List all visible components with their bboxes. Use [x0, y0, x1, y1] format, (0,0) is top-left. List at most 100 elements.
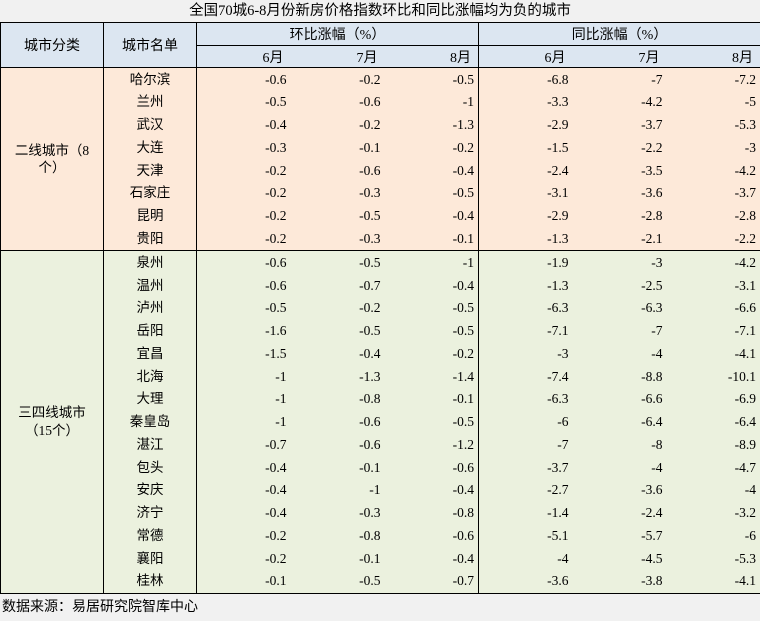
mom-value-cell: -0.8: [291, 524, 385, 547]
mom-value-cell: -0.2: [197, 547, 291, 570]
yoy-value-cell: -3: [479, 342, 573, 365]
yoy-value-cell: -1.5: [479, 136, 573, 159]
yoy-value-cell: -2.5: [573, 274, 667, 297]
mom-value-cell: -0.5: [291, 319, 385, 342]
yoy-value-cell: -6.9: [667, 388, 760, 411]
yoy-value-cell: -3.6: [573, 182, 667, 205]
header-month: 6月: [479, 46, 573, 68]
table-row: 昆明-0.2-0.5-0.4-2.9-2.8-2.8: [1, 205, 760, 228]
city-cell: 泉州: [104, 251, 197, 274]
yoy-value-cell: -6.3: [479, 388, 573, 411]
city-cell: 石家庄: [104, 182, 197, 205]
yoy-value-cell: -3.7: [667, 182, 760, 205]
mom-value-cell: -0.6: [385, 456, 479, 479]
mom-value-cell: -0.2: [385, 136, 479, 159]
yoy-value-cell: -2.8: [667, 205, 760, 228]
city-cell: 秦皇岛: [104, 410, 197, 433]
mom-value-cell: -1: [197, 365, 291, 388]
mom-value-cell: -0.6: [291, 433, 385, 456]
mom-value-cell: -0.6: [291, 159, 385, 182]
yoy-value-cell: -5.3: [667, 547, 760, 570]
mom-value-cell: -0.1: [197, 570, 291, 593]
mom-value-cell: -0.1: [291, 136, 385, 159]
mom-value-cell: -0.4: [291, 342, 385, 365]
yoy-value-cell: -8: [573, 433, 667, 456]
mom-value-cell: -0.3: [291, 502, 385, 525]
mom-value-cell: -0.5: [385, 410, 479, 433]
mom-value-cell: -0.4: [385, 205, 479, 228]
yoy-value-cell: -7.1: [479, 319, 573, 342]
city-cell: 大连: [104, 136, 197, 159]
city-cell: 大理: [104, 388, 197, 411]
header-yoy-group: 同比涨幅（%）: [479, 23, 760, 46]
yoy-value-cell: -4.7: [667, 456, 760, 479]
yoy-value-cell: -5.3: [667, 114, 760, 137]
mom-value-cell: -0.5: [197, 91, 291, 114]
mom-value-cell: -0.1: [385, 388, 479, 411]
yoy-value-cell: -4.5: [573, 547, 667, 570]
mom-value-cell: -0.4: [197, 456, 291, 479]
table-row: 桂林-0.1-0.5-0.7-3.6-3.8-4.1: [1, 570, 760, 593]
yoy-value-cell: -4.1: [667, 570, 760, 593]
city-cell: 贵阳: [104, 227, 197, 250]
table-row: 贵阳-0.2-0.3-0.1-1.3-2.1-2.2: [1, 227, 760, 250]
yoy-value-cell: -6.3: [573, 297, 667, 320]
mom-value-cell: -0.3: [197, 136, 291, 159]
city-cell: 泸州: [104, 297, 197, 320]
mom-value-cell: -0.8: [291, 388, 385, 411]
yoy-value-cell: -1.9: [479, 251, 573, 274]
yoy-value-cell: -3.6: [573, 479, 667, 502]
city-cell: 桂林: [104, 570, 197, 593]
yoy-value-cell: -4: [573, 456, 667, 479]
mom-value-cell: -1: [385, 91, 479, 114]
yoy-value-cell: -3: [573, 251, 667, 274]
table-title: 全国70城6-8月份新房价格指数环比和同比涨幅均为负的城市: [0, 0, 760, 22]
mom-value-cell: -1: [197, 410, 291, 433]
mom-value-cell: -1.3: [385, 114, 479, 137]
yoy-value-cell: -3.7: [573, 114, 667, 137]
table-row: 大连-0.3-0.1-0.2-1.5-2.2-3: [1, 136, 760, 159]
mom-value-cell: -0.2: [197, 227, 291, 250]
yoy-value-cell: -2.9: [479, 205, 573, 228]
table-row: 常德-0.2-0.8-0.6-5.1-5.7-6: [1, 524, 760, 547]
mom-value-cell: -1: [197, 388, 291, 411]
yoy-value-cell: -8.8: [573, 365, 667, 388]
mom-value-cell: -0.2: [291, 114, 385, 137]
city-cell: 襄阳: [104, 547, 197, 570]
yoy-value-cell: -3.2: [667, 502, 760, 525]
header-month: 7月: [291, 46, 385, 68]
city-cell: 昆明: [104, 205, 197, 228]
table-row: 三四线城市（15个）泉州-0.6-0.5-1-1.9-3-4.2: [1, 251, 760, 274]
mom-value-cell: -0.4: [385, 159, 479, 182]
yoy-value-cell: -6.6: [573, 388, 667, 411]
header-mom-group: 环比涨幅（%）: [197, 23, 479, 46]
yoy-value-cell: -2.2: [667, 227, 760, 250]
city-cell: 常德: [104, 524, 197, 547]
table-row: 安庆-0.4-1-0.4-2.7-3.6-4: [1, 479, 760, 502]
mom-value-cell: -0.2: [291, 297, 385, 320]
yoy-value-cell: -2.4: [573, 502, 667, 525]
yoy-value-cell: -4.1: [667, 342, 760, 365]
table-row: 北海-1-1.3-1.4-7.4-8.8-10.1: [1, 365, 760, 388]
yoy-value-cell: -4: [573, 342, 667, 365]
mom-value-cell: -0.3: [291, 227, 385, 250]
mom-value-cell: -0.2: [291, 68, 385, 91]
yoy-value-cell: -3.6: [479, 570, 573, 593]
yoy-value-cell: -5.7: [573, 524, 667, 547]
mom-value-cell: -1.2: [385, 433, 479, 456]
mom-value-cell: -1.5: [197, 342, 291, 365]
table-row: 天津-0.2-0.6-0.4-2.4-3.5-4.2: [1, 159, 760, 182]
mom-value-cell: -0.5: [385, 182, 479, 205]
table-row: 大理-1-0.8-0.1-6.3-6.6-6.9: [1, 388, 760, 411]
price-index-table: 城市分类 城市名单 环比涨幅（%） 同比涨幅（%） 6月 7月 8月 6月 7月…: [0, 22, 760, 594]
mom-value-cell: -0.1: [291, 547, 385, 570]
yoy-value-cell: -4.2: [667, 251, 760, 274]
city-cell: 包头: [104, 456, 197, 479]
mom-value-cell: -1.3: [291, 365, 385, 388]
table-row: 岳阳-1.6-0.5-0.5-7.1-7-7.1: [1, 319, 760, 342]
yoy-value-cell: -3.1: [479, 182, 573, 205]
mom-value-cell: -0.4: [197, 114, 291, 137]
city-cell: 兰州: [104, 91, 197, 114]
mom-value-cell: -0.6: [291, 410, 385, 433]
